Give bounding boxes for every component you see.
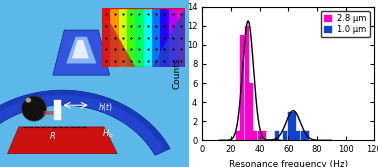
Text: DW: DW [42,111,54,116]
Bar [177,8,185,67]
Polygon shape [152,8,185,67]
Polygon shape [0,90,170,151]
Text: $R$: $R$ [50,130,56,141]
Bar [127,8,135,67]
Bar [288,112,292,140]
Bar [284,131,287,140]
Bar [102,8,110,67]
Bar [119,8,127,67]
Bar [110,8,119,67]
Ellipse shape [25,98,31,103]
FancyBboxPatch shape [0,0,189,167]
Bar [249,83,253,140]
Text: $H_b$: $H_b$ [102,128,114,140]
Bar [169,8,177,67]
Bar [292,112,296,140]
Polygon shape [8,127,117,154]
Legend: 2.8 μm, 1.0 μm: 2.8 μm, 1.0 μm [321,11,370,37]
Text: $h(t)$: $h(t)$ [98,101,113,113]
Polygon shape [102,8,135,67]
Bar [245,26,249,140]
X-axis label: Resonance frequency (Hz): Resonance frequency (Hz) [229,160,348,167]
Polygon shape [0,90,170,155]
Bar [160,8,169,67]
Bar [275,131,279,140]
Bar [301,131,305,140]
Bar [135,8,144,67]
Bar [152,8,160,67]
Bar [54,100,61,120]
Polygon shape [72,40,89,58]
Bar [257,131,262,140]
Bar [236,131,240,140]
Ellipse shape [22,96,46,121]
Polygon shape [53,30,110,75]
Bar [305,131,309,140]
Bar [262,131,266,140]
Bar [296,131,300,140]
Polygon shape [66,37,96,63]
Bar [253,131,257,140]
Y-axis label: Counts: Counts [172,58,181,89]
Bar [240,35,244,140]
Bar [144,8,152,67]
